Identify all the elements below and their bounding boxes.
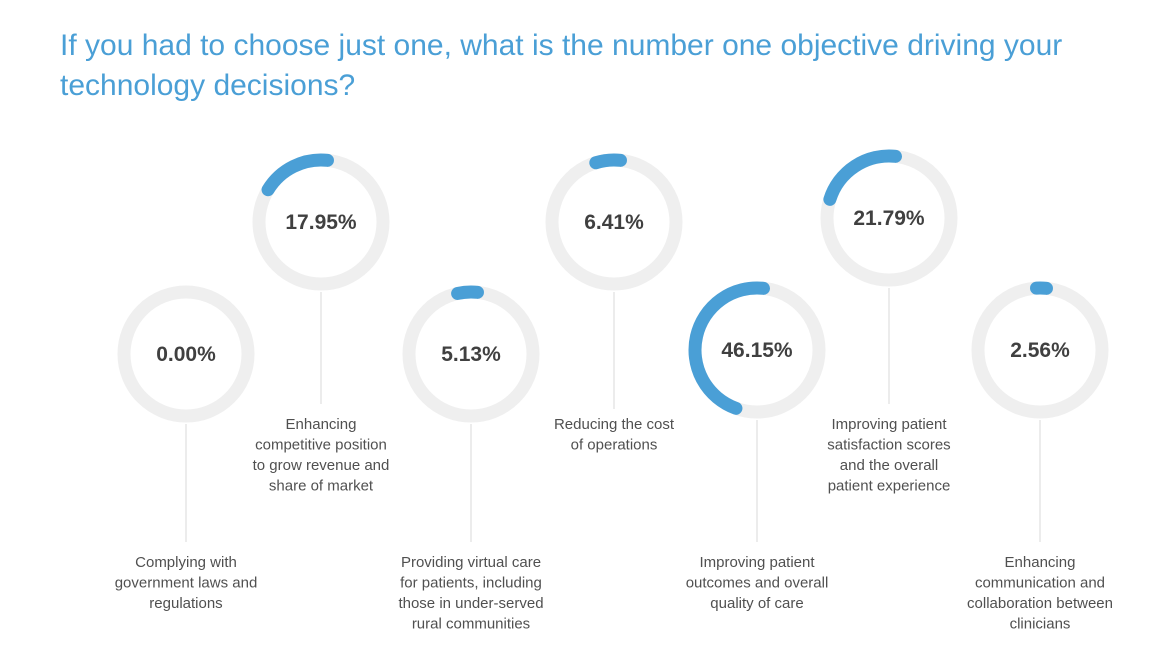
gauge-ring [117, 285, 255, 423]
chart-title: If you had to choose just one, what is t… [60, 29, 1063, 102]
gauge-3: 5.13% Providing virtual care for patients,… [398, 285, 544, 633]
gauge-category-label: Enhancing communication and collaboration … [967, 554, 1113, 633]
gauge-category-label: Complying with government laws and regulat… [115, 554, 258, 612]
gauge-value-label: 5.13% [441, 343, 501, 366]
gauge-category-label: Providing virtual care for patients, incl… [398, 554, 543, 633]
gauge-4: 6.41% Reducing the cost of operations [545, 153, 683, 454]
gauge-value-arc [823, 149, 902, 206]
gauge-7: 2.56% Enhancing communication and collabora… [967, 281, 1113, 633]
gauge-category-label: Enhancing competitive position to grow rev… [253, 416, 390, 495]
gauge-value-label: 0.00% [156, 343, 216, 366]
gauge-value-label: 46.15% [721, 339, 793, 362]
gauge-category-label: Improving patient satisfaction scores and … [827, 416, 950, 495]
gauge-value-arc [261, 153, 334, 197]
gauge-2: 17.95% Enhancing competitive position to gr… [252, 153, 390, 495]
gauge-6: 21.79% Improving patient satisfaction scor… [820, 149, 958, 495]
gauge-category-label: Reducing the cost of operations [554, 416, 675, 454]
gauge-value-label: 6.41% [584, 211, 644, 234]
gauge-value-arc [451, 285, 484, 300]
gauge-value-label: 21.79% [853, 207, 925, 230]
gauge-value-arc [688, 281, 770, 415]
gauge-5: 46.15% Improving patient outcomes and over… [686, 281, 829, 612]
gauge-value-label: 2.56% [1010, 339, 1070, 362]
gauge-value-arc [589, 153, 627, 170]
gauge-value-label: 17.95% [285, 211, 357, 234]
gauge-1: 0.00% Complying with government laws and re… [115, 285, 258, 612]
gauge-category-label: Improving patient outcomes and overall qua… [686, 554, 829, 612]
